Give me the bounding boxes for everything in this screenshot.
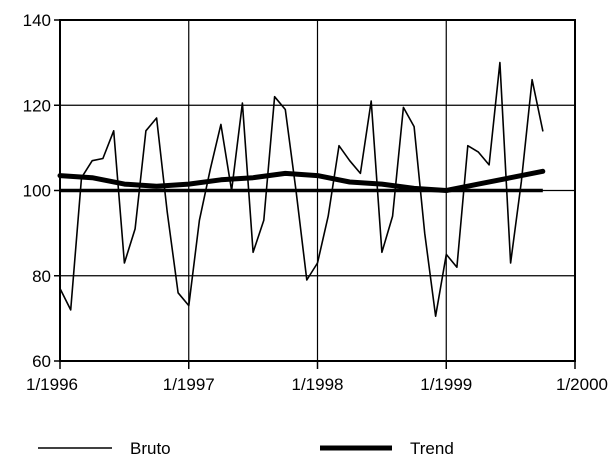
x-tick-label: 1/1998 [292,375,344,394]
x-tick-label: 1/1999 [420,375,472,394]
series-line-bruto [59,61,544,318]
legend-label-bruto: Bruto [130,439,171,457]
y-tick-label: 100 [23,182,51,201]
chart-series [57,61,546,318]
x-tick-label: 1/1996 [26,375,78,394]
y-tick-label: 140 [23,11,51,30]
y-tick-label: 120 [23,96,51,115]
chart-legend: Bruto Trend [38,439,454,457]
y-tick-label: 80 [32,267,51,286]
series-line-trend [57,168,546,193]
x-tick-label: 1/2000 [556,375,608,394]
chart-ticks: 60 80 100 120 140 1/1996 1/1997 1/1998 1/1999 1/2… [23,11,608,394]
x-tick-label: 1/1997 [163,375,215,394]
legend-label-trend: Trend [410,439,454,457]
y-tick-label: 60 [32,352,51,371]
